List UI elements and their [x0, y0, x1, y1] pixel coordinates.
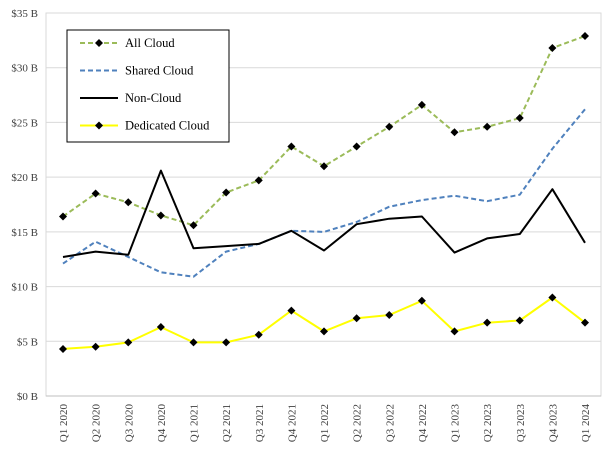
- data-point-dedicated-cloud: [124, 338, 133, 347]
- data-point-all-cloud: [320, 162, 328, 171]
- y-tick-label: $25 B: [11, 117, 38, 129]
- data-point-all-cloud: [548, 44, 557, 53]
- x-tick-label: Q3 2020: [123, 404, 135, 443]
- data-point-dedicated-cloud: [385, 311, 394, 320]
- x-tick-label: Q1 2024: [580, 404, 592, 443]
- data-point-dedicated-cloud: [254, 330, 263, 339]
- legend-label-non-cloud: Non-Cloud: [125, 91, 182, 105]
- legend-label-shared-cloud: Shared Cloud: [125, 64, 194, 78]
- x-tick-label: Q4 2021: [286, 404, 298, 442]
- legend-label-dedicated-cloud: Dedicated Cloud: [125, 119, 210, 133]
- legend-box: [66, 29, 230, 143]
- axes: [45, 12, 602, 397]
- data-point-dedicated-cloud: [515, 316, 524, 325]
- legend-marker-dedicated-cloud: [95, 121, 103, 130]
- y-tick-label: $20 B: [11, 172, 38, 184]
- x-tick-label: Q4 2023: [547, 404, 559, 443]
- data-point-all-cloud: [450, 128, 459, 137]
- data-point-dedicated-cloud: [320, 327, 328, 336]
- x-tick-label: Q1 2023: [450, 404, 462, 443]
- series-line-non-cloud: [62, 169, 586, 258]
- y-tick-label: $35 B: [11, 8, 38, 20]
- data-point-all-cloud: [483, 122, 492, 131]
- data-point-dedicated-cloud: [156, 323, 165, 332]
- x-tick-label: Q3 2021: [254, 404, 266, 442]
- data-point-all-cloud: [417, 100, 426, 109]
- data-point-dedicated-cloud: [450, 327, 459, 336]
- data-point-all-cloud: [156, 211, 165, 220]
- x-tick-label: Q3 2023: [515, 404, 527, 443]
- x-tick-label: Q2 2020: [91, 404, 103, 443]
- series-line-shared-cloud: [62, 108, 586, 278]
- x-tick-label: Q2 2021: [221, 404, 233, 442]
- data-point-all-cloud: [352, 142, 361, 151]
- data-point-dedicated-cloud: [189, 338, 198, 347]
- legend: All Cloud Shared Cloud Non-Cloud Dedicated …: [66, 29, 230, 143]
- x-tick-label: Q4 2022: [417, 404, 429, 442]
- x-tick-label: Q2 2023: [482, 404, 494, 443]
- data-point-dedicated-cloud: [581, 318, 589, 327]
- series-markers: [59, 31, 589, 353]
- data-point-all-cloud: [59, 212, 67, 221]
- data-point-all-cloud: [189, 221, 198, 230]
- data-point-all-cloud: [581, 31, 589, 40]
- data-point-all-cloud: [124, 198, 133, 207]
- data-point-all-cloud: [254, 176, 263, 185]
- y-tick-label: $0 B: [17, 391, 38, 403]
- data-point-dedicated-cloud: [222, 338, 231, 347]
- data-point-all-cloud: [385, 122, 394, 131]
- data-point-dedicated-cloud: [59, 344, 67, 353]
- data-point-all-cloud: [91, 189, 100, 198]
- x-tick-labels: Q1 2020 Q2 2020 Q3 2020 Q4 2020 Q1 2021 Q2 20…: [58, 404, 592, 443]
- x-tick-label: Q1 2021: [189, 404, 201, 442]
- y-tick-label: $10 B: [11, 282, 38, 294]
- y-tick-label: $5 B: [17, 336, 38, 348]
- data-point-dedicated-cloud: [548, 293, 557, 302]
- y-tick-labels: $0 B $5 B $10 B $15 B $20 B $25 B $30 B $35 B: [11, 8, 38, 403]
- data-point-all-cloud: [515, 114, 524, 123]
- data-point-all-cloud: [222, 188, 231, 197]
- data-point-dedicated-cloud: [417, 296, 426, 305]
- x-tick-label: Q2 2022: [352, 404, 364, 442]
- legend-label-all-cloud: All Cloud: [125, 36, 175, 50]
- x-tick-label: Q1 2022: [319, 404, 331, 442]
- legend-marker-all-cloud: [95, 39, 103, 47]
- y-tick-label: $30 B: [11, 63, 38, 75]
- data-point-dedicated-cloud: [352, 314, 361, 323]
- data-point-dedicated-cloud: [483, 318, 492, 327]
- series-line-all-cloud: [62, 35, 586, 227]
- data-point-dedicated-cloud: [91, 342, 100, 351]
- data-point-dedicated-cloud: [287, 306, 296, 315]
- x-tick-label: Q4 2020: [156, 404, 168, 443]
- data-point-all-cloud: [287, 142, 296, 151]
- x-tick-label: Q3 2022: [384, 404, 396, 442]
- x-tick-label: Q1 2020: [58, 404, 70, 443]
- y-tick-label: $15 B: [11, 227, 38, 239]
